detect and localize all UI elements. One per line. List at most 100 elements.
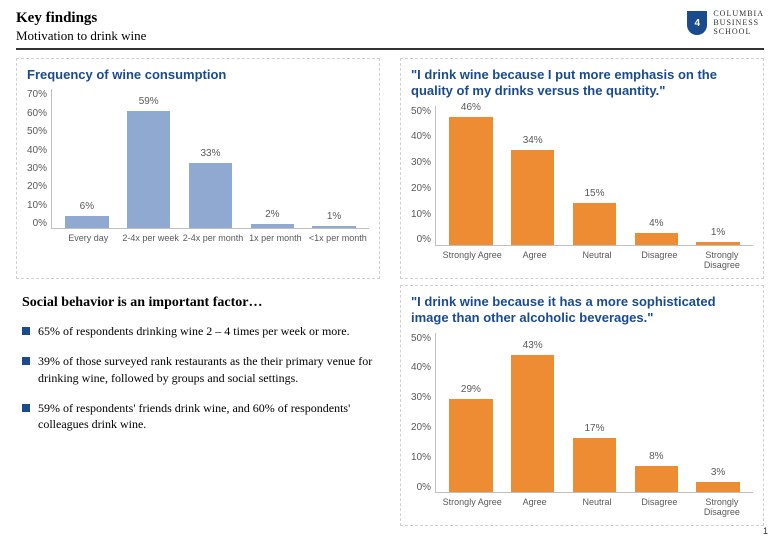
bar-value-label: 4% <box>649 218 663 229</box>
bar <box>251 224 294 228</box>
x-tick-label: Agree <box>503 250 565 271</box>
bar-wrap: 29% <box>440 333 502 492</box>
logo-line3: SCHOOL <box>713 28 764 37</box>
chart3-x-labels: Strongly AgreeAgreeNeutralDisagreeStrong… <box>411 497 753 518</box>
bullet-item: 39% of those surveyed rank restaurants a… <box>22 353 374 385</box>
page-number: 1 <box>763 526 768 536</box>
bar-wrap: 33% <box>180 89 242 228</box>
x-tick-label: Disagree <box>628 497 690 518</box>
page-subtitle: Motivation to drink wine <box>16 28 687 44</box>
bar-wrap: 3% <box>687 333 749 492</box>
bar-wrap: 1% <box>687 106 749 245</box>
bar <box>449 117 492 245</box>
bar-value-label: 2% <box>265 209 279 220</box>
bar <box>189 163 232 229</box>
y-tick: 10% <box>411 452 431 463</box>
page-title: Key findings <box>16 10 687 27</box>
y-tick: 40% <box>411 131 431 142</box>
bullet-square-icon <box>22 357 30 365</box>
chart2-plot: 46%34% 15% 4% 1% <box>435 106 753 246</box>
y-tick: 20% <box>411 183 431 194</box>
x-tick-label: Every day <box>57 233 119 243</box>
chart3-title: "I drink wine because it has a more soph… <box>411 294 753 327</box>
y-tick: 10% <box>411 209 431 220</box>
bullet-square-icon <box>22 327 30 335</box>
bar <box>65 216 108 228</box>
bullet-square-icon <box>22 404 30 412</box>
y-tick: 50% <box>27 126 47 137</box>
bullet-text: 65% of respondents drinking wine 2 – 4 t… <box>38 323 350 339</box>
bar-value-label: 1% <box>711 227 725 238</box>
bar <box>449 399 492 491</box>
bullet-item: 65% of respondents drinking wine 2 – 4 t… <box>22 323 374 339</box>
bar-wrap: 2% <box>241 89 303 228</box>
y-tick: 30% <box>411 157 431 168</box>
chart3: 50%40%30%20%10%0% 29%43%17%8%3% Strongly… <box>411 333 753 518</box>
chart2-y-axis: 50%40%30%20%10%0% <box>411 106 435 246</box>
x-tick-label: Agree <box>503 497 565 518</box>
bullet-item: 59% of respondents' friends drink wine, … <box>22 400 374 432</box>
bar <box>573 203 616 245</box>
y-tick: 20% <box>27 181 47 192</box>
bar-wrap: 15% <box>564 106 626 245</box>
y-tick: 10% <box>27 200 47 211</box>
y-tick: 30% <box>411 392 431 403</box>
chart2-title: "I drink wine because I put more emphasi… <box>411 67 753 100</box>
bar-value-label: 29% <box>461 384 481 395</box>
bar-value-label: 43% <box>523 340 543 351</box>
chart2: 50%40%30%20%10%0% 46%34%15%4%1% Strongly… <box>411 106 753 271</box>
bar-wrap: 46% <box>440 106 502 245</box>
bar-wrap: 4% <box>625 106 687 245</box>
text-panel: Social behavior is an important factor… … <box>16 285 380 526</box>
bar <box>511 150 554 245</box>
x-tick-label: Strongly Disagree <box>691 497 753 518</box>
x-tick-label: Strongly Disagree <box>691 250 753 271</box>
bullet-text: 39% of those surveyed rank restaurants a… <box>38 353 374 385</box>
chart1: 70%60%50%40%30%20%10%0% 6%59%33%2%1% Eve… <box>27 89 369 243</box>
chart3-y-axis: 50%40%30%20%10%0% <box>411 333 435 493</box>
chart3-area: 50%40%30%20%10%0% 29%43%17%8%3% <box>411 333 753 493</box>
header-text: Key findings Motivation to drink wine <box>16 10 687 44</box>
bar <box>696 482 739 492</box>
x-tick-label: Neutral <box>566 497 628 518</box>
chart1-panel: Frequency of wine consumption 70%60%50%4… <box>16 58 380 279</box>
logo-shield-icon: 4 <box>687 11 707 35</box>
logo-text: COLUMBIA BUSINESS SCHOOL <box>713 10 764 36</box>
x-tick-label: Strongly Agree <box>441 250 503 271</box>
bar <box>696 242 739 245</box>
bar-wrap: 59% <box>118 89 180 228</box>
bullet-text: 59% of respondents' friends drink wine, … <box>38 400 374 432</box>
bar <box>573 438 616 492</box>
x-tick-label: 2-4x per month <box>182 233 244 243</box>
chart1-area: 70%60%50%40%30%20%10%0% 6%59%33%2%1% <box>27 89 369 229</box>
bar-wrap: 34% <box>502 106 564 245</box>
chart2-panel: "I drink wine because I put more emphasi… <box>400 58 764 279</box>
chart1-x-labels: Every day2-4x per week2-4x per month1x p… <box>27 233 369 243</box>
y-tick: 50% <box>411 333 431 344</box>
chart1-plot: 6% 59% 33% 2% 1% <box>51 89 369 229</box>
bar-wrap: 17% <box>564 333 626 492</box>
y-tick: 40% <box>411 362 431 373</box>
text-heading: Social behavior is an important factor… <box>22 295 374 311</box>
content-grid: Frequency of wine consumption 70%60%50%4… <box>16 58 764 526</box>
chart1-title: Frequency of wine consumption <box>27 67 369 83</box>
chart2-x-labels: Strongly AgreeAgreeNeutralDisagreeStrong… <box>411 250 753 271</box>
y-tick: 0% <box>411 234 431 245</box>
bar-wrap: 1% <box>303 89 365 228</box>
bar <box>312 226 355 228</box>
bar-wrap: 43% <box>502 333 564 492</box>
bar-value-label: 46% <box>461 102 481 113</box>
bar-value-label: 6% <box>80 201 94 212</box>
bar-value-label: 59% <box>139 96 159 107</box>
chart3-plot: 29% 43% 17% 8% 3% <box>435 333 753 493</box>
y-tick: 20% <box>411 422 431 433</box>
bar-value-label: 15% <box>584 188 604 199</box>
chart1-y-axis: 70%60%50%40%30%20%10%0% <box>27 89 51 229</box>
chart2-area: 50%40%30%20%10%0% 46%34%15%4%1% <box>411 106 753 246</box>
bar-value-label: 8% <box>649 451 663 462</box>
bar-wrap: 8% <box>625 333 687 492</box>
y-tick: 70% <box>27 89 47 100</box>
bar <box>635 466 678 491</box>
y-tick: 40% <box>27 145 47 156</box>
x-tick-label: <1x per month <box>307 233 369 243</box>
